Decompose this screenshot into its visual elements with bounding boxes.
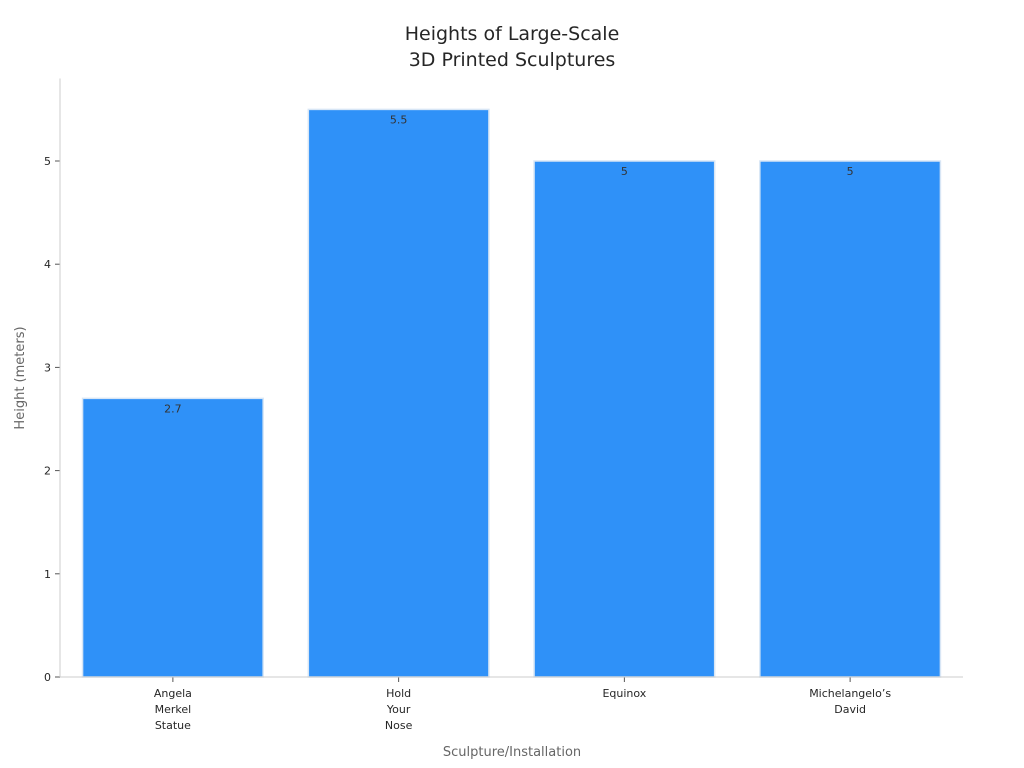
- x-axis-ticks: Angela Merkel Statue Hold Your Nose Equinox Mic…: [154, 677, 891, 732]
- x-tick-label-3-line-0: Michelangelo’s: [809, 687, 891, 700]
- y-tick-label-1: 1: [44, 568, 51, 581]
- chart-title-line-1: Heights of Large-Scale: [405, 23, 620, 45]
- x-tick-label-0-line-0: Angela: [154, 687, 192, 700]
- data-label-1: 5.5: [390, 113, 408, 126]
- x-tick-label-1-line-0: Hold: [386, 687, 411, 700]
- y-tick-label-3: 3: [44, 361, 51, 374]
- bars-group: 2.7 5.5 5 5: [81, 108, 942, 678]
- x-tick-label-0-line-1: Merkel: [155, 703, 192, 716]
- y-tick-label-2: 2: [44, 465, 51, 478]
- x-axis-label: Sculpture/Installation: [443, 745, 581, 760]
- data-label-0: 2.7: [164, 402, 182, 415]
- bar-3: [759, 160, 942, 678]
- x-tick-label-2: Equinox: [602, 687, 646, 700]
- y-tick-label-4: 4: [44, 258, 51, 271]
- bar-2: [533, 160, 716, 678]
- x-tick-label-1: Hold Your Nose: [385, 687, 413, 732]
- chart-title-line-2: 3D Printed Sculptures: [409, 49, 616, 71]
- x-tick-label-3-line-1: David: [834, 703, 866, 716]
- y-axis-label: Height (meters): [13, 326, 28, 429]
- bar-0: [81, 397, 264, 678]
- x-tick-label-0-line-2: Statue: [155, 719, 191, 732]
- bar-1: [307, 108, 490, 678]
- x-tick-label-3: Michelangelo’s David: [809, 687, 891, 716]
- data-label-2: 5: [621, 165, 628, 178]
- y-tick-label-5: 5: [44, 155, 51, 168]
- x-tick-label-0: Angela Merkel Statue: [154, 687, 192, 732]
- x-tick-label-1-line-1: Your: [386, 703, 411, 716]
- data-label-3: 5: [847, 165, 854, 178]
- y-axis-ticks: 0 1 2 3 4 5: [44, 155, 60, 684]
- y-tick-label-0: 0: [44, 671, 51, 684]
- x-tick-label-2-line-0: Equinox: [602, 687, 646, 700]
- x-tick-label-1-line-2: Nose: [385, 719, 413, 732]
